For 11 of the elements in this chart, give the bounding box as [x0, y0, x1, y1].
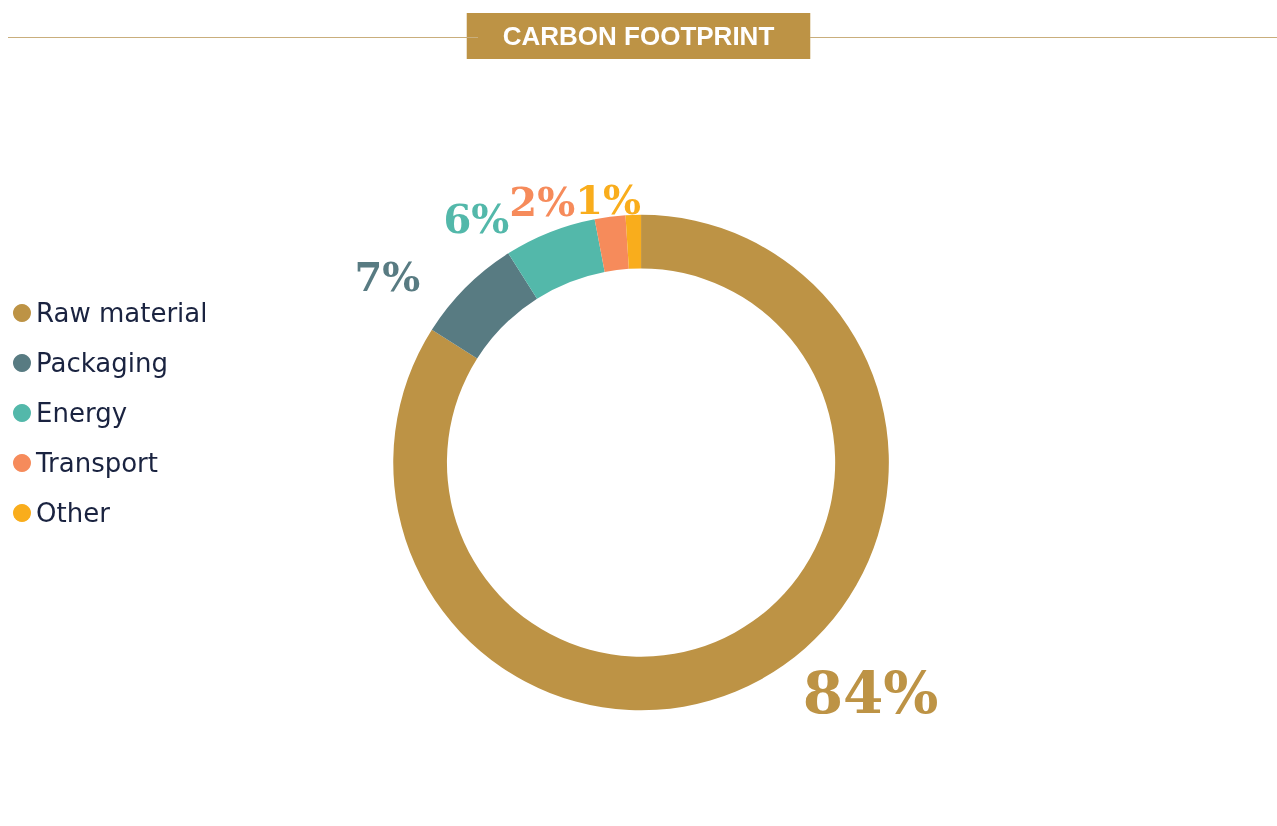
legend-label: Transport — [35, 448, 159, 478]
legend-label: Other — [36, 498, 111, 528]
data-label: 1% — [575, 176, 641, 224]
data-label: 2% — [509, 178, 576, 226]
data-label: 84% — [802, 658, 939, 727]
legend-label: Packaging — [36, 348, 168, 378]
chart-title: CARBON FOOTPRINT — [502, 21, 775, 51]
data-label: 6% — [443, 194, 510, 242]
legend-label: Energy — [36, 398, 128, 428]
data-label: 7% — [354, 253, 421, 301]
legend-label: Raw material — [36, 298, 208, 328]
